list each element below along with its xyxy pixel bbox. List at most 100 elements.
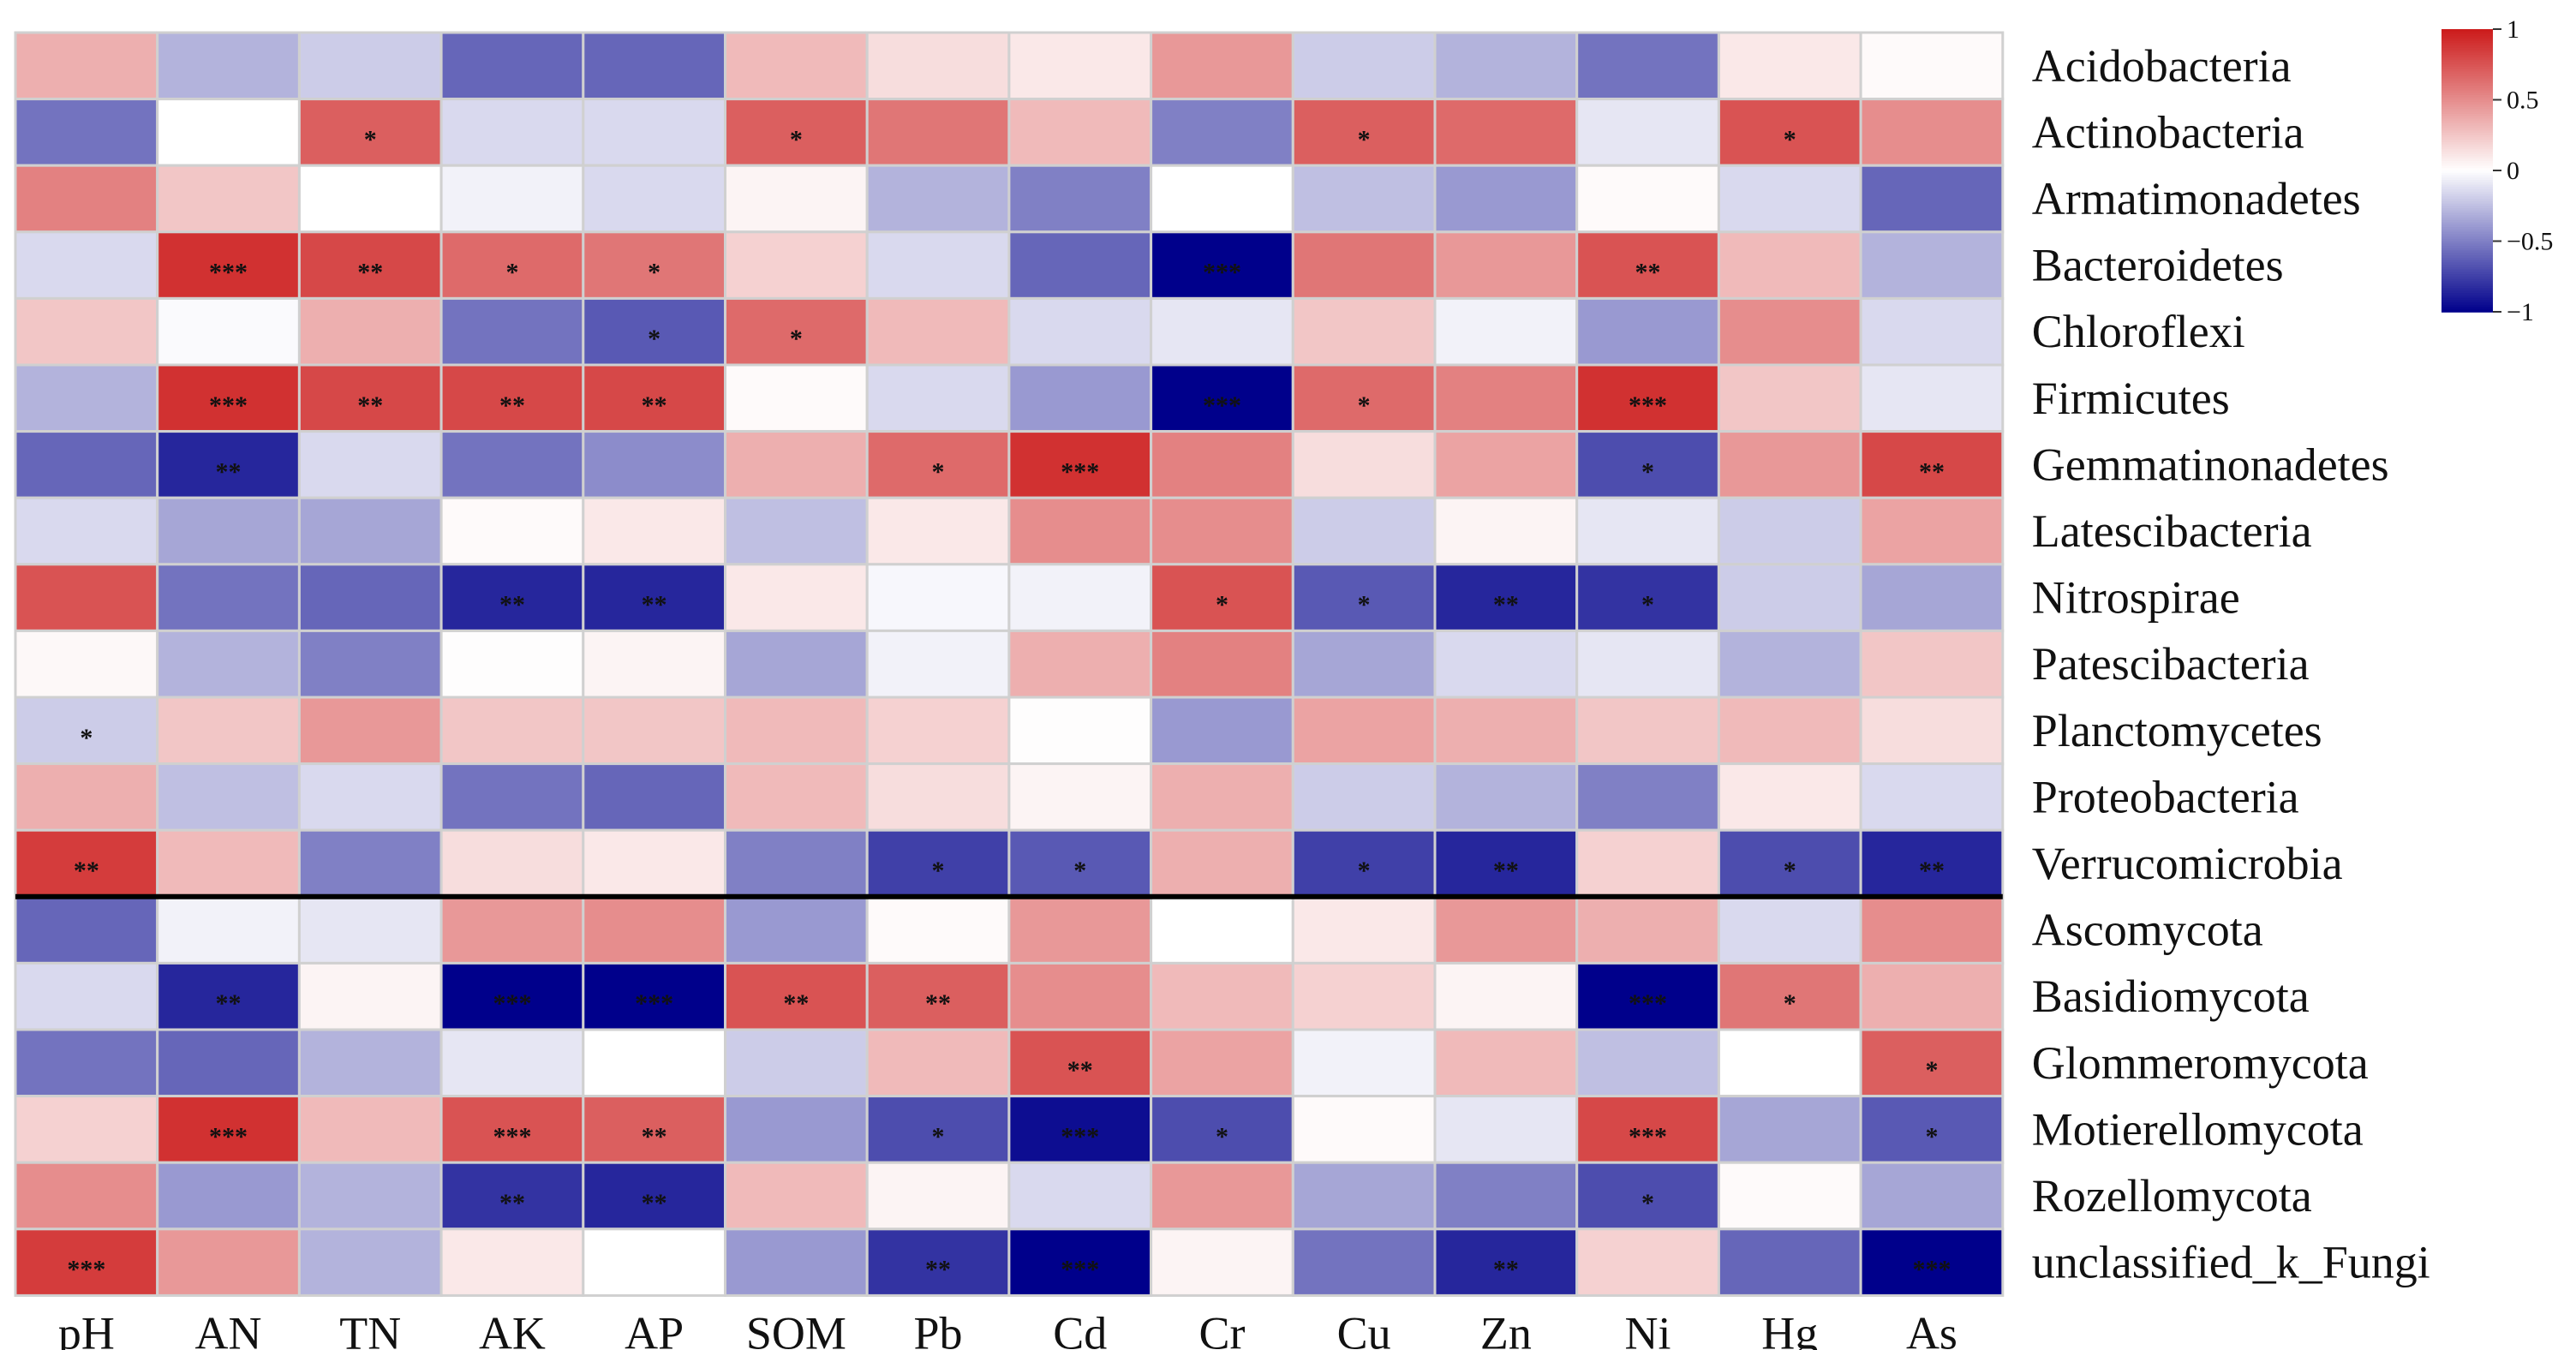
significance-mark: ** [642, 591, 667, 619]
heatmap-cell-unclassified_k_Fungi-Pb [865, 1228, 1011, 1297]
row-label-Firmicutes: Firmicutes [2032, 373, 2230, 424]
heatmap-cell-Glommeromycota-Hg [1717, 1028, 1862, 1098]
heatmap-cell-Chloroflexi-Cd [1007, 296, 1153, 367]
significance-mark: ** [1067, 1056, 1093, 1084]
significance-mark: * [1358, 857, 1371, 885]
significance-mark: * [1073, 857, 1086, 885]
heatmap-cell-Motierellomycota-Pb [865, 1095, 1011, 1164]
heatmap-cell-Verrucomicrobia-AN [156, 828, 301, 899]
heatmap-cell-Bacteroidetes-Pb [865, 230, 1011, 300]
heatmap-cell-Motierellomycota-TN [297, 1095, 443, 1164]
row-label-Bacteroidetes: Bacteroidetes [2032, 240, 2284, 291]
heatmap-cell-Gemmatinonadetes-TN [297, 430, 443, 499]
colorbar-gradient-step [2442, 81, 2493, 85]
colorbar-tick-label: 1 [2507, 15, 2519, 44]
colorbar-gradient-step [2442, 87, 2493, 92]
heatmap-cell-unclassified_k_Fungi-Cd [1007, 1228, 1153, 1297]
colorbar-gradient-step [2442, 168, 2493, 171]
heatmap-cell-Acidobacteria-Zn [1433, 31, 1579, 101]
heatmap-cell-Latescibacteria-Cu [1291, 496, 1437, 566]
row-label-Chloroflexi: Chloroflexi [2032, 306, 2245, 357]
heatmap-cell-Chloroflexi-AN [156, 296, 301, 367]
heatmap-cell-Firmicutes-Zn [1433, 363, 1579, 433]
heatmap-cell-Basidiomycota-As [1859, 961, 2005, 1031]
colorbar-gradient-step [2442, 67, 2493, 70]
colorbar-gradient-step [2442, 165, 2493, 170]
colorbar-gradient-step [2442, 180, 2493, 183]
heatmap-cell-Acidobacteria-SOM [724, 31, 869, 101]
row-label-Latescibacteria: Latescibacteria [2032, 505, 2312, 557]
heatmap-cell-Ascomycota-SOM [724, 895, 869, 965]
heatmap-cell-Patescibacteria-AP [582, 629, 726, 699]
heatmap-cell-Glommeromycota-AK [439, 1028, 585, 1098]
colorbar-tick-label: 0.5 [2507, 87, 2539, 115]
colorbar-gradient-step [2442, 175, 2493, 179]
heatmap-cell-Verrucomicrobia-Zn [1433, 828, 1579, 899]
heatmap-cell-Acidobacteria-AK [439, 31, 585, 101]
colorbar-gradient-step [2442, 200, 2493, 205]
row-label-Ascomycota: Ascomycota [2032, 905, 2263, 956]
colorbar-gradient-step [2442, 206, 2493, 209]
heatmap-cell-Acidobacteria-AN [156, 31, 301, 101]
colorbar-gradient-step [2442, 224, 2493, 228]
heatmap-cell-Armatimonadetes-As [1859, 164, 2005, 234]
heatmap-cell-Patescibacteria-Cd [1007, 629, 1153, 699]
significance-mark: * [648, 259, 660, 287]
heatmap-cell-Gemmatinonadetes-SOM [724, 430, 869, 499]
heatmap-cell-unclassified_k_Fungi-pH [14, 1228, 159, 1297]
heatmap-cell-Firmicutes-Ni [1575, 363, 1720, 433]
heatmap-cell-Gemmatinonadetes-AP [582, 430, 726, 499]
heatmap-cell-Latescibacteria-AK [439, 496, 585, 566]
colorbar-gradient-step [2442, 125, 2493, 129]
colorbar-gradient-step [2442, 307, 2493, 311]
heatmap-cell-Rozellomycota-As [1859, 1161, 2005, 1231]
heatmap-cell-Rozellomycota-pH [14, 1161, 159, 1231]
heatmap-cell-unclassified_k_Fungi-As [1859, 1228, 2005, 1297]
heatmap-cell-Verrucomicrobia-Hg [1717, 828, 1862, 899]
heatmap-cell-Armatimonadetes-SOM [724, 164, 869, 234]
heatmap-cell-Bacteroidetes-Cu [1291, 230, 1437, 300]
column-label-Cu: Cu [1337, 1307, 1391, 1350]
significance-mark: * [648, 325, 660, 353]
significance-mark: ** [216, 457, 242, 486]
heatmap-cell-Latescibacteria-Zn [1433, 496, 1579, 566]
column-labels: pH AN TN AK AP SOM Pb Cd Cr Cu Zn Ni Hg As [58, 1307, 1957, 1350]
heatmap-cell-Rozellomycota-SOM [724, 1161, 869, 1231]
significance-mark: * [932, 1122, 945, 1150]
heatmap-cell-Motierellomycota-Ni [1575, 1095, 1720, 1164]
heatmap-cell-Chloroflexi-TN [297, 296, 443, 367]
colorbar-gradient-step [2442, 278, 2493, 283]
significance-mark: * [790, 125, 803, 153]
colorbar-gradient-step [2442, 153, 2493, 158]
heatmap-cell-Rozellomycota-AK [439, 1161, 585, 1231]
colorbar-gradient-step [2442, 170, 2493, 174]
heatmap-cell-Firmicutes-pH [14, 363, 159, 433]
colorbar-gradient-step [2442, 45, 2493, 49]
heatmap-cell-Planctomycetes-TN [297, 696, 443, 766]
colorbar-gradient-step [2442, 288, 2493, 292]
colorbar-gradient-step [2442, 219, 2493, 224]
heatmap-cell-unclassified_k_Fungi-TN [297, 1228, 443, 1297]
row-label-Patescibacteria: Patescibacteria [2032, 638, 2310, 690]
heatmap-cell-Latescibacteria-AP [582, 496, 726, 566]
heatmap-cell-Armatimonadetes-Cd [1007, 164, 1153, 234]
heatmap-cell-Nitrospirae-As [1859, 563, 2005, 632]
significance-mark: *** [1629, 391, 1667, 420]
heatmap-cell-Actinobacteria-As [1859, 98, 2005, 167]
heatmap-cell-Ascomycota-pH [14, 895, 159, 965]
heatmap-cell-Latescibacteria-Ni [1575, 496, 1720, 566]
colorbar-tick-label: −0.5 [2507, 228, 2553, 256]
heatmap-cell-Actinobacteria-AP [582, 98, 726, 167]
heatmap-cell-Motierellomycota-As [1859, 1095, 2005, 1164]
heatmap-cell-Firmicutes-Pb [865, 363, 1011, 433]
column-label-Ni: Ni [1625, 1307, 1671, 1350]
colorbar-gradient-step [2442, 133, 2493, 136]
significance-mark: * [1925, 1056, 1938, 1084]
heatmap-cell-Glommeromycota-AP [582, 1028, 726, 1098]
heatmap-cell-Armatimonadetes-AN [156, 164, 301, 234]
colorbar-gradient-step [2442, 116, 2493, 120]
colorbar-gradient-step [2442, 163, 2493, 167]
colorbar-gradient-step [2442, 134, 2493, 139]
heatmap-cell-Acidobacteria-Cd [1007, 31, 1153, 101]
significance-mark: *** [209, 259, 248, 287]
